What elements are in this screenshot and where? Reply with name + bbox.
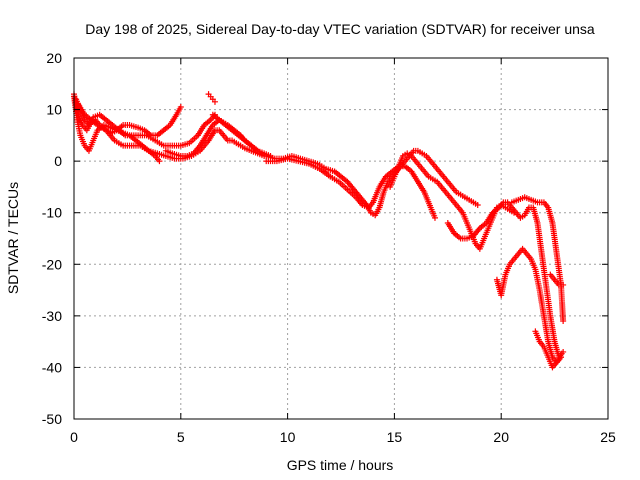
data-point	[560, 348, 567, 355]
data-points	[71, 91, 567, 371]
series-track-l	[508, 194, 567, 325]
y-tick-label: -40	[42, 359, 62, 375]
y-tick-label: 20	[46, 50, 62, 66]
x-tick-labels: 0 5 10 15 20 25	[70, 429, 616, 445]
x-tick-label: 25	[600, 429, 616, 445]
data-point	[560, 281, 567, 288]
y-tick-label: -20	[42, 256, 62, 272]
y-tick-labels: 20 10 0 -10 -20 -30 -40 -50	[42, 50, 62, 427]
chart-title: Day 198 of 2025, Sidereal Day-to-day VTE…	[85, 21, 595, 37]
y-tick-label: -30	[42, 308, 62, 324]
y-tick-label: -10	[42, 205, 62, 221]
y-tick-label: 10	[46, 102, 62, 118]
series-track-h	[263, 155, 438, 221]
data-point	[558, 354, 565, 361]
plot-frame	[73, 57, 609, 420]
series-track-k	[493, 245, 565, 366]
x-axis-label: GPS time / hours	[287, 457, 394, 473]
x-tick-label: 15	[387, 429, 403, 445]
x-tick-label: 0	[70, 429, 78, 445]
series-track-g	[209, 111, 481, 219]
grid	[74, 58, 608, 419]
data-point	[177, 103, 184, 110]
data-point	[156, 158, 163, 165]
series-track-n	[547, 271, 567, 288]
data-point	[474, 201, 481, 208]
series-track-m	[532, 328, 565, 371]
y-axis-label: SDTVAR / TECUs	[5, 182, 21, 294]
x-tick-label: 20	[493, 429, 509, 445]
tick-marks	[73, 57, 609, 420]
x-tick-label: 10	[280, 429, 296, 445]
x-tick-label: 5	[177, 429, 185, 445]
y-tick-label: 0	[54, 153, 62, 169]
y-tick-label: -50	[42, 411, 62, 427]
data-point	[431, 214, 438, 221]
series-track-f	[205, 91, 218, 105]
data-point	[560, 318, 567, 325]
series-track-j	[444, 199, 567, 361]
data-point	[211, 98, 218, 105]
